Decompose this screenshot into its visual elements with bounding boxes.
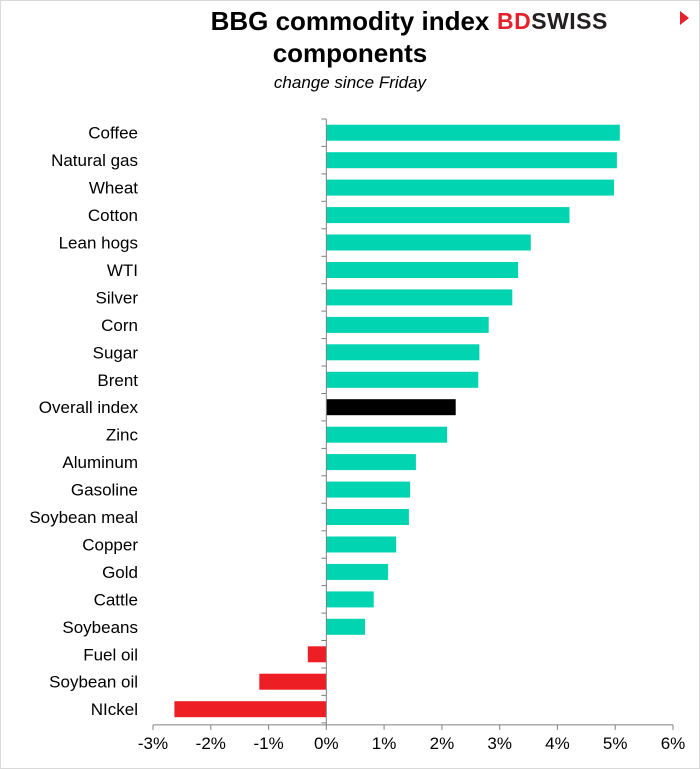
bar [326, 371, 479, 388]
bar [326, 316, 489, 333]
bar [326, 152, 617, 169]
x-tick-label: -1% [253, 734, 283, 753]
bar [326, 179, 614, 196]
bar [326, 399, 456, 416]
category-label: Fuel oil [83, 645, 138, 664]
category-label: Gold [102, 563, 138, 582]
bar [326, 124, 620, 141]
bar [326, 344, 480, 361]
category-label: Lean hogs [59, 234, 138, 253]
category-label: Copper [82, 536, 138, 555]
bar [326, 234, 531, 251]
category-label: Sugar [93, 343, 139, 362]
category-label: Natural gas [51, 151, 138, 170]
bar [307, 646, 327, 663]
logo-arrow-icon [680, 11, 689, 25]
bdswiss-logo: BDSWISS [497, 8, 689, 35]
x-tick-label: 4% [545, 734, 570, 753]
category-label: Wheat [89, 179, 138, 198]
category-label: NIckel [91, 700, 138, 719]
category-label: Soybean meal [29, 508, 138, 527]
bar [326, 536, 397, 553]
bar [326, 262, 519, 278]
category-label: Soybean oil [49, 673, 138, 692]
logo-text-bd: BD [497, 8, 532, 34]
category-label: WTI [107, 261, 138, 280]
category-label: Cotton [88, 206, 138, 225]
bar [326, 591, 374, 608]
x-tick-label: 0% [314, 734, 339, 753]
bar [326, 563, 389, 580]
x-tick-label: 2% [430, 734, 455, 753]
category-label: Zinc [106, 426, 139, 445]
category-label: Silver [95, 288, 138, 307]
bar [326, 618, 365, 635]
bar [326, 454, 416, 471]
x-tick-label: 5% [603, 734, 628, 753]
category-label: Corn [101, 316, 138, 335]
chart-subtitle: change since Friday [273, 73, 427, 92]
category-label: Coffee [88, 124, 138, 143]
x-tick-label: -2% [196, 734, 226, 753]
bar [326, 289, 513, 306]
category-label: Soybeans [62, 618, 138, 637]
category-label: Brent [97, 371, 138, 390]
bar [326, 426, 448, 443]
category-label: Cattle [94, 590, 138, 609]
bar [326, 509, 409, 525]
bar [259, 673, 327, 690]
bar [326, 207, 570, 224]
x-tick-label: 6% [661, 734, 686, 753]
chart-title-line1: BBG commodity index [210, 6, 490, 36]
x-tick-label: -3% [138, 734, 168, 753]
bar [174, 701, 327, 718]
bar [326, 481, 411, 498]
category-label: Gasoline [71, 481, 138, 500]
chart-title-line2: components [272, 38, 428, 68]
x-tick-label: 3% [487, 734, 512, 753]
logo-text-swiss: SWISS [531, 8, 608, 34]
category-label: Aluminum [62, 453, 138, 472]
x-tick-label: 1% [372, 734, 397, 753]
category-label: Overall index [39, 398, 139, 417]
